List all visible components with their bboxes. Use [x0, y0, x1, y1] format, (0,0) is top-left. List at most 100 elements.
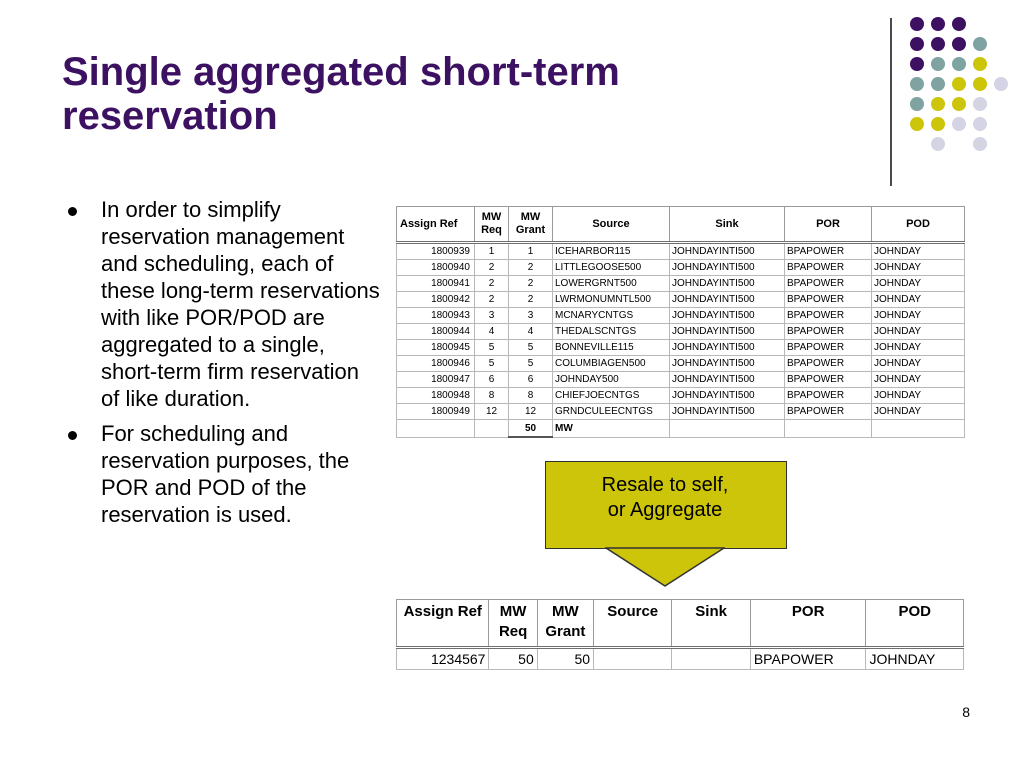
- decorative-dot: [973, 77, 987, 91]
- col-header-sink: Sink: [669, 206, 785, 243]
- cell-pod: JOHNDAY: [871, 307, 965, 324]
- down-arrow-icon: [605, 547, 725, 587]
- total-mw: 50: [508, 419, 553, 438]
- cell-assign-ref: 1800949: [396, 403, 475, 420]
- page-number: 8: [962, 704, 970, 720]
- cell-por: BPAPOWER: [784, 355, 872, 372]
- cell-sink: JOHNDAYINTI500: [669, 259, 785, 276]
- decorative-dot: [952, 37, 966, 51]
- decorative-dot: [973, 137, 987, 151]
- col-header-source: Source: [552, 206, 670, 243]
- decorative-dot: [931, 17, 945, 31]
- cell-mw-req: 6: [474, 371, 509, 388]
- decorative-divider: [890, 18, 892, 186]
- col-header-mw-req-label: MW Req: [498, 603, 528, 640]
- cell-mw-req: 2: [474, 275, 509, 292]
- col-header-mw-req: MW Req: [474, 206, 509, 243]
- col-header-assign-ref: Assign Ref: [395, 599, 490, 648]
- cell-por: BPAPOWER: [784, 307, 872, 324]
- cell-pod: JOHNDAY: [871, 291, 965, 308]
- table-row: 1800939 1 1 ICEHARBOR115 JOHNDAYINTI500 BPAPO…: [396, 241, 965, 260]
- cell-source: BONNEVILLE115: [552, 339, 670, 356]
- cell-pod: JOHNDAY: [871, 275, 965, 292]
- decorative-dot-grid: [900, 10, 1010, 170]
- cell-assign-ref: 1800947: [396, 371, 475, 388]
- col-header-pod: POD: [865, 599, 964, 648]
- decorative-dot: [973, 117, 987, 131]
- decorative-dot: [952, 97, 966, 111]
- table-header-row: Assign Ref MW Req MW Grant Source Sink POR…: [395, 599, 964, 648]
- cell-mw-grant: 5: [508, 355, 553, 372]
- cell-pod: JOHNDAY: [871, 371, 965, 388]
- aggregate-callout: Resale to self, or Aggregate: [545, 461, 787, 589]
- empty-cell: [474, 419, 509, 438]
- cell-assign-ref: 1800946: [396, 355, 475, 372]
- callout-box: [545, 461, 787, 549]
- cell-source: LOWERGRNT500: [552, 275, 670, 292]
- decorative-dot: [952, 77, 966, 91]
- table-row: 1800948 8 8 CHIEFJOECNTGS JOHNDAYINTI500 BPAP…: [396, 387, 965, 404]
- total-unit: MW: [552, 419, 670, 438]
- cell-source: LITTLEGOOSE500: [552, 259, 670, 276]
- cell-mw-req: 2: [474, 259, 509, 276]
- decorative-dot: [973, 37, 987, 51]
- cell-mw-req: 1: [474, 241, 509, 260]
- table-header-row: Assign Ref MW Req MW Grant Source Sink POR…: [396, 206, 965, 243]
- cell-assign-ref: 1800945: [396, 339, 475, 356]
- decorative-dot: [952, 117, 966, 131]
- callout-text: Resale to self, or Aggregate: [545, 473, 785, 523]
- cell-assign-ref: 1800939: [396, 241, 475, 260]
- cell-sink: JOHNDAYINTI500: [669, 323, 785, 340]
- decorative-dot: [931, 117, 945, 131]
- col-header-mw-req-label: MW Req: [481, 211, 502, 236]
- cell-sink: JOHNDAYINTI500: [669, 241, 785, 260]
- cell-mw-req: 4: [474, 323, 509, 340]
- col-header-source: Source: [593, 599, 673, 648]
- decorative-dot: [973, 97, 987, 111]
- table-row: 1800947 6 6 JOHNDAY500 JOHNDAYINTI500 BPAPOWE…: [396, 371, 965, 388]
- empty-cell: [669, 419, 785, 438]
- cell-source: THEDALSCNTGS: [552, 323, 670, 340]
- decorative-dot: [931, 77, 945, 91]
- col-header-mw-grant: MW Grant: [536, 599, 595, 648]
- cell-sink: JOHNDAYINTI500: [669, 339, 785, 356]
- cell-assign-ref: 1800948: [396, 387, 475, 404]
- table-row: 1800940 2 2 LITTLEGOOSE500 JOHNDAYINTI500 BPA…: [396, 259, 965, 276]
- decorative-dot: [973, 57, 987, 71]
- cell-pod: JOHNDAY: [871, 387, 965, 404]
- cell-source: JOHNDAY500: [552, 371, 670, 388]
- col-header-mw-req: MW Req: [488, 599, 538, 648]
- cell-source: ICEHARBOR115: [552, 241, 670, 260]
- callout-line-2: or Aggregate: [607, 499, 723, 521]
- cell-assign-ref: 1800941: [396, 275, 475, 292]
- cell-por: BPAPOWER: [784, 403, 872, 420]
- bullet-item: For scheduling and reservation purposes,…: [68, 420, 380, 528]
- col-header-mw-grant-label: MW Grant: [545, 603, 586, 640]
- table-row: 1800944 4 4 THEDALSCNTGS JOHNDAYINTI500 BPAPO…: [396, 323, 965, 340]
- table-row: 1800943 3 3 MCNARYCNTGS JOHNDAYINTI500 BPAPOW…: [396, 307, 965, 324]
- cell-assign-ref: 1800942: [396, 291, 475, 308]
- decorative-dot: [910, 77, 924, 91]
- cell-mw-req: 5: [474, 339, 509, 356]
- table-row: 1800949 12 12 GRNDCULEECNTGS JOHNDAYINTI500 B…: [396, 403, 965, 420]
- cell-por: BPAPOWER: [749, 646, 867, 670]
- cell-mw-grant: 4: [508, 323, 553, 340]
- cell-mw-grant: 1: [508, 241, 553, 260]
- decorative-dot: [994, 77, 1008, 91]
- cell-sink: [671, 646, 751, 670]
- cell-mw-grant: 2: [508, 291, 553, 308]
- decorative-dot: [931, 57, 945, 71]
- cell-source: LWRMONUMNTL500: [552, 291, 670, 308]
- cell-mw-req: 50: [488, 646, 538, 670]
- cell-pod: JOHNDAY: [865, 646, 964, 670]
- table-row: 1800945 5 5 BONNEVILLE115 JOHNDAYINTI500 BPAP…: [396, 339, 965, 356]
- slide-title: Single aggregated short-term reservation: [62, 50, 620, 138]
- cell-mw-grant: 8: [508, 387, 553, 404]
- cell-pod: JOHNDAY: [871, 259, 965, 276]
- decorative-dot: [931, 37, 945, 51]
- decorative-dot: [910, 97, 924, 111]
- cell-por: BPAPOWER: [784, 387, 872, 404]
- decorative-dot: [931, 97, 945, 111]
- table-row: 1800942 2 2 LWRMONUMNTL500 JOHNDAYINTI500 BPA…: [396, 291, 965, 308]
- empty-cell: [871, 419, 965, 438]
